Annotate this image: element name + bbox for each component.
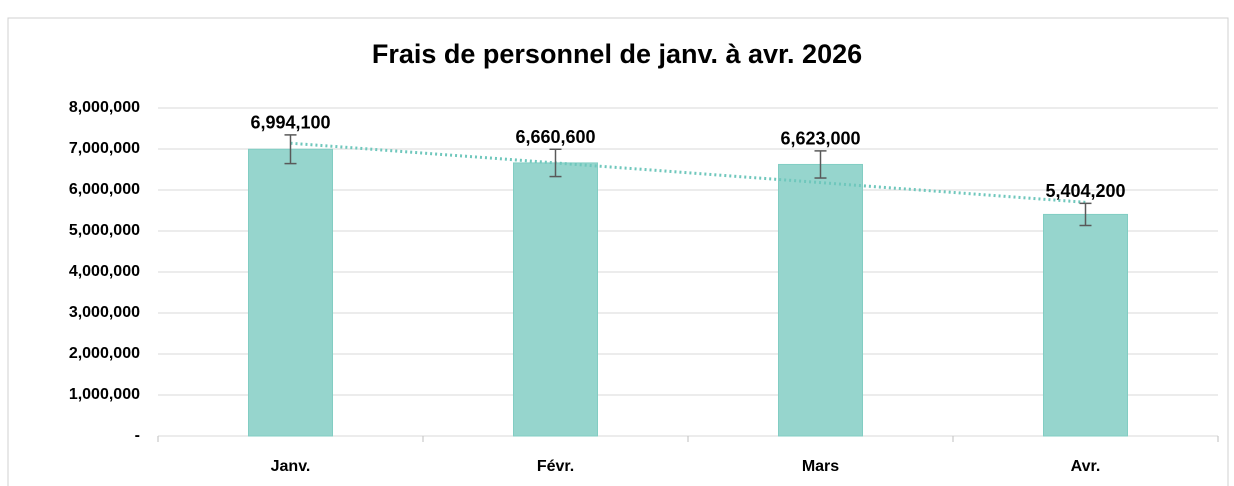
data-label: 6,623,000: [780, 129, 860, 149]
bar: [248, 148, 333, 437]
error-bar: [1079, 202, 1092, 227]
x-tick-label: Janv.: [271, 458, 311, 475]
bar: [778, 163, 863, 437]
data-label: 6,994,100: [250, 113, 330, 133]
y-tick-label: 8,000,000: [69, 99, 140, 116]
x-tick-label: Avr.: [1071, 458, 1101, 475]
chart-title: Frais de personnel de janv. à avr. 2026: [372, 39, 862, 69]
y-tick-label: 4,000,000: [69, 263, 140, 280]
y-tick-label: 6,000,000: [69, 181, 140, 198]
x-tick-label: Févr.: [537, 458, 574, 475]
y-tick-label: 2,000,000: [69, 345, 140, 362]
chart-frame: [7, 17, 1229, 486]
bar: [513, 162, 598, 437]
y-tick-label: 3,000,000: [69, 304, 140, 321]
y-tick-label: -: [135, 427, 140, 444]
y-tick-label: 1,000,000: [69, 386, 140, 403]
data-label: 5,404,200: [1045, 181, 1125, 201]
y-tick-label: 7,000,000: [69, 140, 140, 157]
error-bar: [549, 148, 562, 178]
data-label: 6,660,600: [515, 127, 595, 147]
error-bar: [284, 134, 297, 165]
x-tick-label: Mars: [802, 458, 839, 475]
error-bar: [814, 150, 827, 179]
bar: [1043, 213, 1128, 437]
y-tick-label: 5,000,000: [69, 222, 140, 239]
